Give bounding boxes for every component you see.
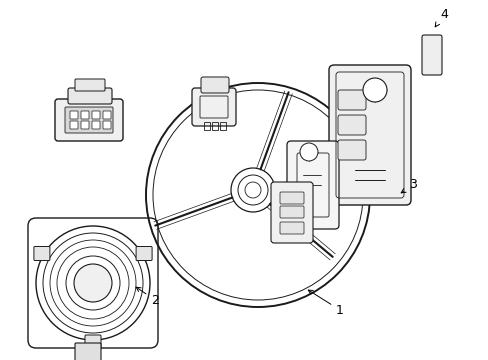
FancyBboxPatch shape [92,111,100,119]
FancyBboxPatch shape [337,140,365,160]
FancyBboxPatch shape [136,247,152,261]
FancyBboxPatch shape [337,90,365,110]
Text: 1: 1 [307,290,343,316]
FancyBboxPatch shape [280,206,304,218]
FancyBboxPatch shape [103,111,111,119]
FancyBboxPatch shape [85,335,101,349]
FancyBboxPatch shape [280,222,304,234]
FancyBboxPatch shape [103,121,111,129]
Text: 5: 5 [283,209,299,225]
Circle shape [299,143,317,161]
FancyBboxPatch shape [337,115,365,135]
FancyBboxPatch shape [192,88,236,126]
FancyBboxPatch shape [328,65,410,205]
FancyBboxPatch shape [70,111,78,119]
FancyBboxPatch shape [92,121,100,129]
FancyBboxPatch shape [70,121,78,129]
FancyBboxPatch shape [34,247,50,261]
FancyBboxPatch shape [75,343,101,360]
FancyBboxPatch shape [280,192,304,204]
Text: 7: 7 [68,96,86,113]
FancyBboxPatch shape [270,182,312,243]
FancyBboxPatch shape [421,35,441,75]
Circle shape [74,264,112,302]
FancyBboxPatch shape [81,121,89,129]
FancyBboxPatch shape [65,107,113,133]
Text: 4: 4 [434,8,447,27]
FancyBboxPatch shape [75,79,105,91]
Text: 6: 6 [218,87,234,101]
FancyBboxPatch shape [55,99,123,141]
Text: 2: 2 [136,287,159,306]
FancyBboxPatch shape [68,88,112,104]
Text: 3: 3 [400,179,416,193]
FancyBboxPatch shape [81,111,89,119]
FancyBboxPatch shape [286,141,338,229]
Circle shape [362,78,386,102]
FancyBboxPatch shape [201,77,228,93]
